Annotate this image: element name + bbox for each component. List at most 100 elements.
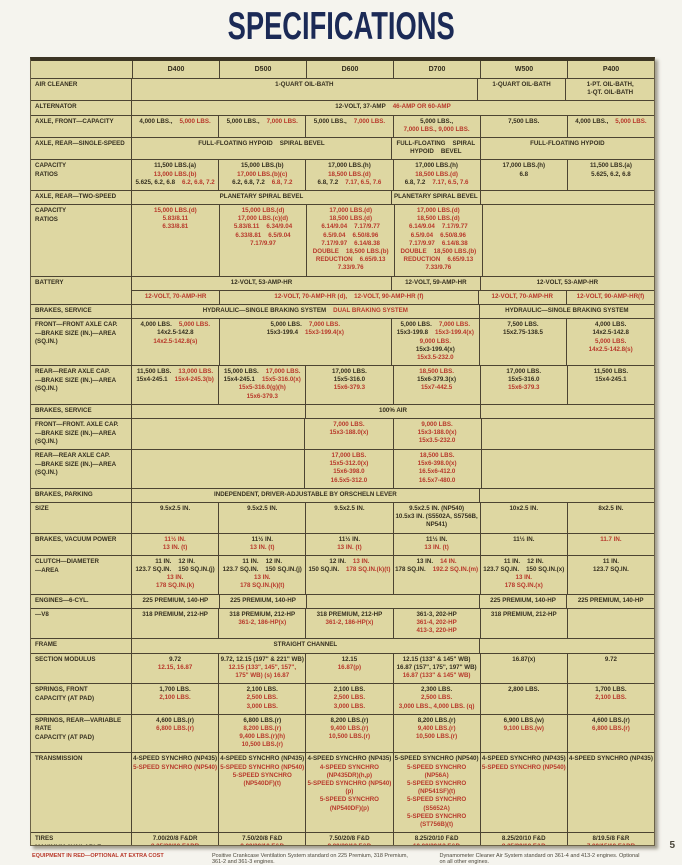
cell-line: FULL-FLOATING HYPOID SPIRAL BEVEL [133,140,390,148]
row-label-line: MAXIMUM AVAILABLE [35,844,129,845]
row-label-line: —V8 [35,610,49,618]
row-label: BRAKES, SERVICE [31,304,132,319]
text-segment: 15x3-199.4(x) [435,329,474,337]
text-segment: 15x4-245.1 [595,376,627,384]
text-segment: 15,000 LBS. [224,368,259,376]
text-segment: 5-SPEED SYNCHRO (S5652A) [407,796,467,812]
text-segment: 6.2, 6.8, 7.2 [182,178,215,186]
cell-line: 13 IN. [133,574,217,582]
cell-line: 4-SPEED SYNCHRO (NP435DR)(h,p) [307,764,391,780]
text-segment: 7,000 LBS., 9,000 LBS. [403,125,470,133]
spec-cell: 9.72 [566,653,654,684]
row-label: AXLE, FRONT—CAPACITY [31,115,132,137]
cell-line: 1,700 LBS. [569,686,653,694]
text-segment: 11,500 LBS. [137,368,172,376]
row-label-line: —AREA [35,566,59,574]
cell-line: DOUBLE 18,500 LBS.(b) [396,248,481,256]
spec-row: SPRINGS, REAR—VARIABLE RATE CAPACITY (AT … [31,714,654,754]
text-segment: 16.87(x) [512,655,536,663]
cell-line: 10,500 LBS.(r) [307,733,391,741]
cell-line: 175" WB) (s) 16.87 [220,672,304,680]
cell-line: 5-SPEED SYNCHRO (NP540DF)(t) [220,772,304,788]
text-segment: 361-4, 202-HP [416,619,457,627]
text-segment: 150 SQ.IN.(j) [265,566,302,574]
spec-cell: 6,800 LBS.(r) 8,200 LBS.(r) 9,400 LBS.(r)(… [218,714,305,753]
row-label: CLUTCH—DIAMETER —AREA [31,555,132,594]
spec-cell: 1-PT. OIL-BATH, 1-QT. OIL-BATH [565,79,654,101]
spec-cell [479,404,654,418]
text-segment: 318 PREMIUM, 212-HP [229,610,296,618]
sub-row: 9.72 12.15, 16.87 9.72, 12.15 (197" & 221"… [132,653,654,684]
text-segment: 11½ IN. [425,535,448,543]
spec-row: SIZE 9.5x2.5 IN. 9.5x2.5 IN. 9.5x2.5 IN. 9.5… [31,502,654,534]
text-segment: 7,000 LBS. [353,117,386,125]
row-cells: 15,000 LBS.(d) 5.83/8.11 6.33/8.81 15,000 L… [132,205,654,276]
spec-cell: 11,500 LBS. 13,000 LBS. 15x4-245.1 15x4-245… [132,366,218,404]
cell-line: 6.14/9.04 7.17/9.77 [396,223,481,231]
spec-cell: 11.7 IN. [566,533,654,555]
spec-cell: 11,500 LBS.(a) 13,000 LBS.(b) 5.625, 6.2, … [132,160,218,190]
text-segment: 361-2, 186-HP(x) [325,619,374,627]
row-label: REAR—REAR AXLE CAP. —BRAKE SIZE (IN.)—ARE… [31,450,132,488]
sub-row: 7,000 LBS. 15x3-188.0(x) 9,000 LBS. 15x3-18… [132,419,654,450]
spec-cell: 318 PREMIUM, 212-HP [479,608,567,639]
sub-row: PLANETARY SPIRAL BEVEL PLANETARY SPIRAL B… [132,190,654,205]
text-segment: 11 IN. [602,557,620,565]
text-segment: 15x5-316.0(x) [261,376,301,384]
cell-line: 15x7-442.5 [395,384,479,392]
cell-line: 5.83/8.11 [133,215,218,223]
cell-line: 11½ IN. [395,536,479,544]
cell-line: 2,100 LBS. [133,694,217,702]
spec-cell: 8,200 LBS.(r) 9,400 LBS.(r) 10,500 LBS.(r) [305,714,392,753]
cell-line: 8/19.5/8 F&R [569,835,653,843]
cell-line: HYDRAULIC—SINGLE BRAKING SYSTEM DUAL BRAK… [133,307,478,315]
cell-line: 15x3.5-232.0 [393,354,478,362]
cell-line: 6,900 LBS.(w) [482,717,566,725]
text-segment: NP541) [426,521,448,529]
text-segment: 11 IN. [503,557,521,565]
text-segment: 6.33/8.81 [235,231,262,239]
text-segment: 15x3.5-232.0 [417,353,454,361]
spec-cell: 10x2.5 IN. [479,502,567,533]
cell-line: 6.8 [482,171,566,179]
text-segment: 6,800 LBS.(r) [592,724,630,732]
text-segment: 15x6-379.3(x) [417,376,457,384]
cell-line: 178 SQ.IN.(x) [482,582,566,590]
text-segment: 9,400 LBS.(r) [417,724,456,732]
text-segment: 15,000 LBS.(b) [240,162,284,170]
row-label-line: AXLE, FRONT—CAPACITY [35,117,114,125]
text-segment: 11,500 LBS.(a) [154,162,197,170]
text-segment: 18,500 LBS.(b) [345,248,389,255]
text-segment: 5,000 LBS., [313,117,347,125]
text-segment: SPIRAL [452,139,476,147]
text-segment: 18,500 LBS.(d) [415,170,458,178]
cell-line: 14x2.5-142.8 [568,329,653,337]
text-segment: 8,200 LBS.(r) [417,716,456,724]
cell-line: 6.14/9.04 7.17/9.77 [308,223,393,231]
text-segment: 13 IN. (t) [250,543,275,551]
spec-cell: 16.87(x) [479,653,567,684]
cell-line: 16.87 (133" & 145" WB) [395,672,479,680]
text-segment: 7.33/9.76 [337,264,364,272]
text-segment: 7,500 LBS. [507,321,539,329]
row-cells: 9.5x2.5 IN. 9.5x2.5 IN. 9.5x2.5 IN. 9.5x2.5… [132,502,654,533]
row-label: BATTERY [31,276,132,304]
spec-cell: 12-VOLT, 37-AMP 46-AMP OR 60-AMP [132,101,654,114]
cell-line: 17,000 LBS.(h) 18,500 LBS.(d) [395,162,479,178]
spec-cell: 11 IN. 12 IN. 123.7 SQ.IN. 150 SQ.IN.(j) 13 … [132,556,218,594]
sub-row: 11,500 LBS. 13,000 LBS. 15x4-245.1 15x4-245… [132,366,654,404]
spec-cell: 12-VOLT, 70-AMP-HR [132,291,219,304]
cell-line: 13 IN. (t) [220,544,304,552]
cell-line: 17,000 LBS. [482,368,566,376]
cell-line: 11½ IN. [482,536,566,544]
cell-line: 16.5x6-412.0 [395,468,480,476]
cell-line: 7,000 LBS. [306,421,391,429]
text-segment: 13 IN. [254,574,271,582]
cell-line: 9,400 LBS.(r)(h) [220,733,304,741]
row-cells: 11 IN. 12 IN. 123.7 SQ.IN. 150 SQ.IN.(j) 13 … [132,555,654,594]
spec-cell: 4-SPEED SYNCHRO (NP435) 5-SPEED SYNCHRO (… [218,753,305,833]
cell-line: 11 IN. 12 IN. [133,558,217,566]
row-cells: 11,500 LBS. 13,000 LBS. 15x4-245.1 15x4-245… [132,366,654,404]
text-segment: 7.17/9.97 [409,239,435,247]
cell-line: 5,000 LBS. 7,000 LBS. [221,321,390,329]
